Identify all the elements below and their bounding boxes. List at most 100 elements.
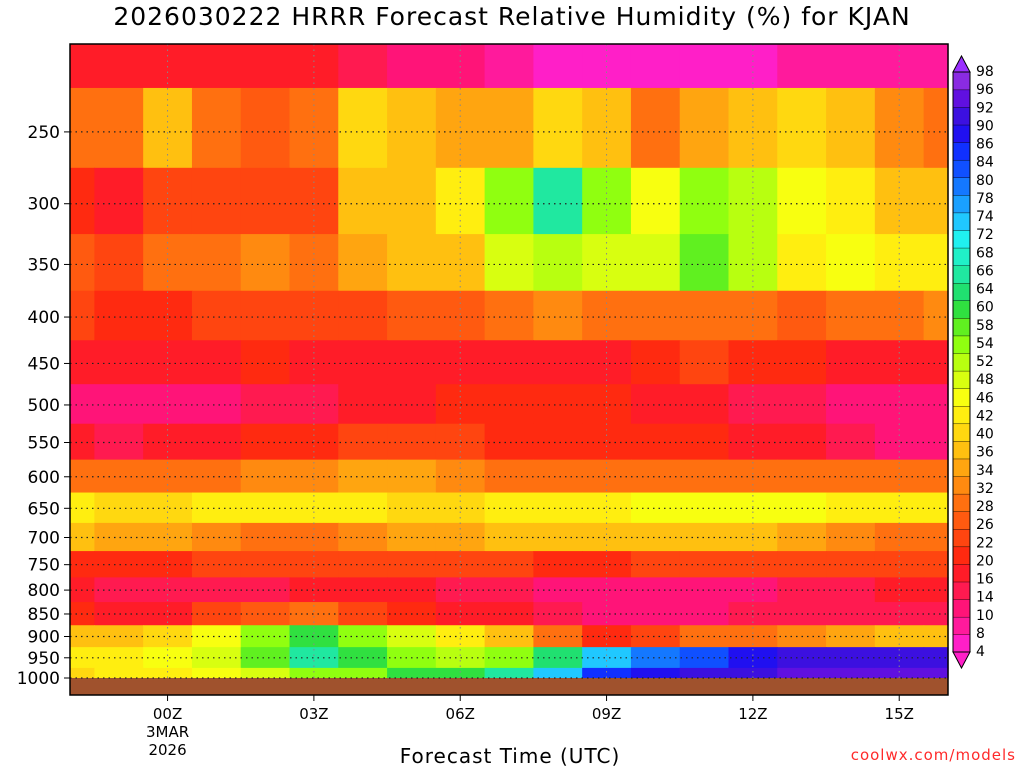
rh-cell (435, 290, 486, 341)
y-tick-label: 700 (28, 528, 60, 548)
rh-cell (191, 577, 242, 603)
rh-cell (191, 647, 242, 669)
colorbar-label: 84 (976, 155, 994, 171)
colorbar-segment (952, 212, 971, 231)
colorbar-segment (952, 616, 971, 635)
y-tick-label: 650 (28, 499, 60, 519)
colorbar-label: 36 (976, 445, 994, 461)
rh-cell (484, 625, 534, 648)
rh-cell (582, 492, 632, 524)
colorbar-label: 22 (976, 535, 994, 551)
colorbar-segment (952, 335, 971, 354)
rh-cell (143, 577, 193, 603)
rh-cell (191, 290, 242, 341)
colorbar-label: 92 (976, 100, 994, 116)
colorbar-label: 52 (976, 354, 994, 370)
colorbar-frame (952, 71, 971, 653)
rh-cell (826, 423, 876, 461)
rh-cell (679, 167, 730, 235)
rh-cell (533, 234, 583, 292)
rh-cell (777, 340, 827, 385)
y-tick-label: 350 (28, 255, 60, 275)
colorbar-segment (952, 142, 971, 161)
rh-cell (826, 551, 876, 578)
rh-cell (484, 340, 534, 385)
rh-cell (582, 625, 632, 648)
rh-cell (191, 492, 242, 524)
rh-cell (484, 602, 534, 626)
rh-cell (630, 87, 681, 169)
colorbar-segment (952, 546, 971, 565)
heatmap-cells (70, 44, 949, 679)
colorbar-segment (952, 511, 971, 530)
rh-cell (923, 577, 949, 603)
x-tick-date: 3MAR (146, 723, 189, 741)
rh-cell (289, 602, 339, 626)
rh-cell (70, 290, 95, 341)
rh-cell (679, 290, 730, 341)
rh-cell (923, 522, 949, 552)
colorbar-segment (952, 229, 971, 249)
rh-cell (338, 290, 388, 341)
rh-cell (70, 340, 95, 385)
colorbar-segment (952, 282, 971, 301)
colorbar-label: 98 (976, 64, 994, 80)
rh-cell (777, 290, 827, 341)
rh-cell (240, 577, 291, 603)
rh-cell (923, 44, 949, 89)
rh-cell (874, 577, 925, 603)
colorbar-segment (952, 493, 971, 512)
rh-cell (923, 602, 949, 626)
rh-cell (630, 551, 681, 578)
rh-cell (923, 459, 949, 494)
rh-cell (679, 551, 730, 578)
colorbar-segment (952, 177, 971, 196)
rh-cell (484, 87, 534, 169)
rh-cell (826, 384, 876, 425)
rh-cell (826, 522, 876, 552)
rh-cell (728, 167, 778, 235)
rh-cell (240, 551, 291, 578)
rh-cell (289, 667, 339, 679)
x-tick-label: 06Z (446, 705, 475, 723)
rh-cell (630, 625, 681, 648)
rh-cell (923, 625, 949, 648)
rh-cell (191, 340, 242, 385)
rh-cell (630, 290, 681, 341)
rh-cell (289, 167, 339, 235)
rh-cell (679, 340, 730, 385)
site-credit[interactable]: coolwx.com/models (850, 746, 1016, 764)
rh-cell (240, 167, 291, 235)
rh-cell (874, 667, 925, 679)
colorbar-segment (952, 353, 971, 372)
rh-cell (679, 44, 730, 89)
x-tick-label: 12Z (738, 705, 767, 723)
rh-cell (923, 384, 949, 425)
x-axis-label: Forecast Time (UTC) (399, 744, 621, 768)
rh-cell (240, 625, 291, 648)
rh-cell (533, 625, 583, 648)
rh-cell (191, 459, 242, 494)
rh-cell (923, 167, 949, 235)
y-tick-label: 850 (28, 605, 60, 625)
rh-cell (679, 667, 730, 679)
rh-cell (582, 602, 632, 626)
rh-cell (94, 340, 144, 385)
rh-cell (826, 290, 876, 341)
y-tick-label: 500 (28, 396, 60, 416)
colorbar-segment (952, 89, 971, 108)
y-tick-label: 950 (28, 649, 60, 669)
colorbar-label: 72 (976, 227, 994, 243)
colorbar-segment (952, 388, 971, 407)
colorbar-segment (952, 599, 971, 618)
colorbar-top-arrow (952, 54, 971, 73)
rh-cell (94, 667, 144, 679)
rh-cell (387, 234, 437, 292)
rh-cell (630, 384, 681, 425)
rh-cell (240, 87, 291, 169)
rh-cell (240, 384, 291, 425)
rh-cell (923, 647, 949, 669)
colorbar-label: 58 (976, 318, 994, 334)
rh-cell (826, 577, 876, 603)
